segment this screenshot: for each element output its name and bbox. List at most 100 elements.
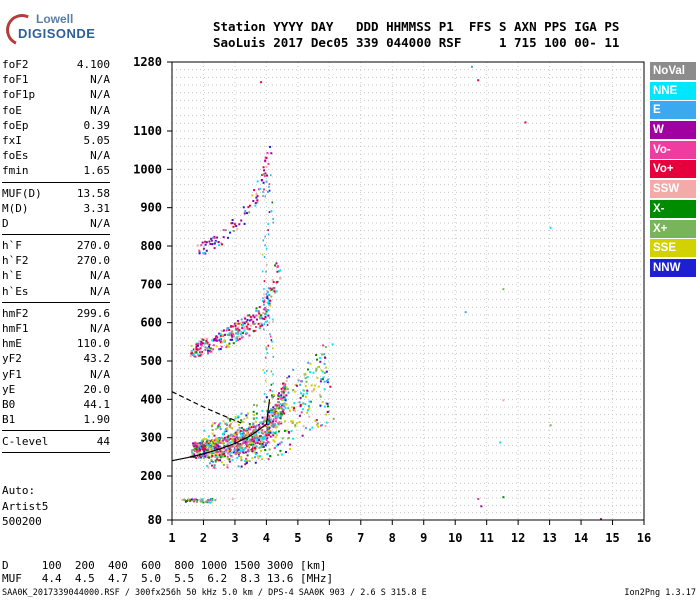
echo-point [264,356,267,359]
auto-label: Auto: [2,484,36,497]
echo-point [208,456,211,459]
echo-point [272,382,274,385]
echo-point [258,442,261,445]
echo-point [256,199,259,202]
echo-point [241,440,244,443]
echo-point [275,290,278,293]
param-value: N/A [90,216,110,230]
echo-point [270,295,273,298]
echo-point [240,435,243,438]
echo-point [253,437,256,440]
echo-point [277,422,280,425]
echo-point [266,351,268,354]
echo-point [264,448,267,451]
echo-point [226,455,229,458]
echo-point [268,429,271,432]
echo-point [267,419,270,422]
param-row: fmin 1.65 [2,163,110,178]
echo-point [227,333,230,336]
echo-point [280,407,283,410]
x-tick-label: 4 [263,531,270,545]
echo-point [266,291,269,294]
header-line1: Station YYYY DAY DDD HHMMSS P1 FFS S AXN… [213,19,620,34]
echo-point [287,431,290,434]
echo-point [217,437,220,440]
echo-point [260,449,263,452]
echo-point [202,457,205,460]
auto-version: 500200 [2,515,42,528]
echo-point [255,196,258,199]
echo-point [236,319,239,322]
param-row: foF1p N/A [2,87,110,102]
echo-point [228,447,231,450]
param-value: N/A [90,88,110,102]
echo-point [252,438,255,441]
echo-point [223,455,226,458]
echo-point [227,326,230,329]
echo-point [266,429,269,432]
echo-point [193,444,196,447]
echo-point [232,333,235,336]
echo-point [242,435,245,438]
echo-point [228,458,231,461]
echo-point [281,387,284,390]
echo-point [244,317,247,320]
echo-point [259,421,262,424]
echo-point [211,425,214,428]
echo-point [242,448,245,451]
echo-point [182,498,185,501]
param-name: fxI [2,133,22,147]
echo-point [278,406,281,409]
echo-point [253,444,256,447]
echo-point [231,459,234,462]
echo-point [215,446,218,449]
echo-point [319,395,322,398]
echo-point [227,438,230,441]
param-value: N/A [90,367,110,381]
echo-point [228,418,231,421]
echo-point [277,414,280,417]
echo-point [274,291,277,294]
echo-point [252,440,255,443]
echo-point [255,193,258,196]
echo-point [238,337,241,340]
echo-point [255,445,258,448]
echo-point [284,420,287,423]
echo-point [200,500,203,503]
echo-point [247,323,250,326]
echo-point [198,348,201,351]
echo-point [201,440,204,443]
echo-point [322,376,325,379]
echo-point [262,420,265,423]
echo-point [217,423,220,426]
echo-point [261,324,264,327]
echo-point [253,447,256,450]
echo-point [264,195,266,198]
echo-point [267,287,270,290]
echo-point [255,309,258,312]
echo-point [269,145,272,148]
echo-point [258,437,261,440]
echo-point [248,204,251,207]
legend-entry: E [650,101,696,120]
echo-point [218,332,221,335]
echo-point [306,409,309,412]
echo-point [258,306,261,309]
echo-point [258,424,261,427]
echo-point [254,420,257,423]
echo-point [193,448,196,451]
echo-point [217,425,220,428]
echo-point [281,390,284,393]
echo-point [311,390,314,393]
echo-point [272,221,275,224]
echo-point [316,424,319,427]
echo-point [291,420,294,423]
echo-point [326,411,329,414]
echo-point [192,455,195,458]
echo-point [258,315,261,318]
echo-point [223,452,226,455]
echo-point [272,355,275,358]
echo-point [264,244,266,247]
echo-point [234,417,237,420]
echo-point [241,331,244,334]
